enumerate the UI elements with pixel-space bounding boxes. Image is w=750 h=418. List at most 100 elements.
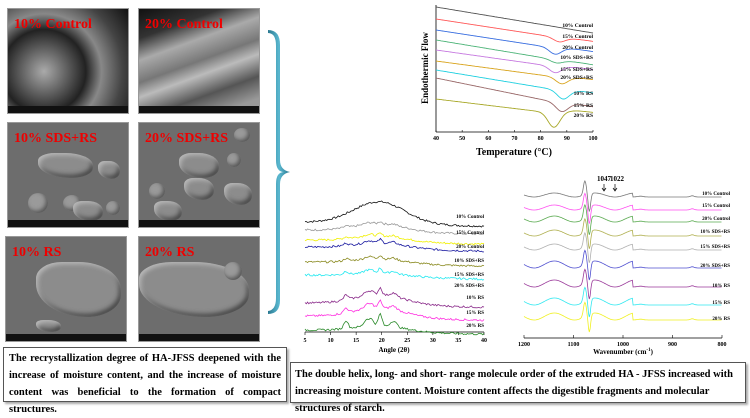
ftir-x-label: Wavenumber (cm-1) bbox=[593, 348, 654, 356]
dsc-legend-label: 15% Control bbox=[562, 34, 593, 40]
xrd-x-tick-label: 10 bbox=[328, 338, 334, 344]
ftir-annotation-1047: 1047 bbox=[597, 175, 612, 183]
ftir-legend-label: 10% Control bbox=[702, 192, 730, 197]
xrd-legend-label: 20% Control bbox=[456, 245, 484, 250]
xrd-curve bbox=[304, 286, 485, 309]
sem-image-10-sds-rs: 10% SDS+RS bbox=[7, 122, 129, 228]
dsc-x-tick-label: 60 bbox=[485, 136, 491, 142]
ftir-curve bbox=[523, 249, 722, 281]
ftir-legend-label: 10% SDS+RS bbox=[700, 230, 730, 235]
sem-label: 10% Control bbox=[14, 17, 92, 32]
dsc-y-label: Endothermic Flow bbox=[420, 32, 430, 104]
dsc-legend-label: 10% Control bbox=[562, 23, 593, 29]
xrd-x-tick-label: 40 bbox=[481, 338, 487, 344]
dsc-legend-label: 10% RS bbox=[574, 91, 593, 97]
xrd-x-label: Angle (2θ) bbox=[378, 346, 410, 354]
xrd-legend-label: 15% Control bbox=[456, 231, 484, 236]
ftir-curve bbox=[523, 268, 722, 300]
sem-image-10-rs: 10% RS bbox=[5, 236, 127, 342]
xrd-curve bbox=[304, 255, 485, 268]
sem-image-10-control: 10% Control bbox=[7, 8, 129, 114]
dsc-legend-label: 15% RS bbox=[574, 103, 593, 109]
dsc-curve bbox=[435, 77, 594, 113]
ftir-x-tick-label: 1100 bbox=[568, 342, 580, 348]
ftir-curve bbox=[523, 301, 722, 333]
sem-caption: The recrystallization degree of HA-JFSS … bbox=[3, 347, 287, 415]
sem-scale-bar bbox=[139, 106, 259, 113]
sem-label: 20% SDS+RS bbox=[145, 131, 229, 146]
dsc-chart: 40 50 60 70 80 90 100 10% Control 15% Control 20… bbox=[418, 0, 622, 165]
sem-scale-bar bbox=[8, 106, 128, 113]
dsc-legend-label: 20% RS bbox=[574, 113, 593, 119]
ftir-curve bbox=[523, 192, 722, 224]
dsc-x-label: Temperature (°C) bbox=[476, 147, 552, 158]
sem-image-20-sds-rs: 20% SDS+RS bbox=[138, 122, 260, 228]
ftir-legend-label: 15% SDS+RS bbox=[700, 245, 730, 250]
xrd-x-tick-label: 20 bbox=[379, 338, 385, 344]
dsc-curve bbox=[435, 29, 594, 55]
brace-icon bbox=[268, 30, 290, 314]
arrow-icon bbox=[601, 184, 618, 192]
sem-label: 10% RS bbox=[12, 245, 62, 260]
dsc-x-tick-label: 90 bbox=[564, 136, 570, 142]
ftir-curve bbox=[523, 203, 722, 235]
xrd-curve bbox=[304, 221, 484, 236]
dsc-x-tick-label: 80 bbox=[538, 136, 544, 142]
dsc-x-tick-label: 50 bbox=[459, 136, 465, 142]
ftir-legend-label: 20% RS bbox=[712, 317, 730, 322]
ftir-x-tick-label: 900 bbox=[668, 342, 677, 348]
ftir-legend-label: 20% Control bbox=[702, 217, 730, 222]
ftir-legend-label: 20% SDS+RS bbox=[700, 264, 730, 269]
dsc-legend-label: 20% Control bbox=[562, 45, 593, 51]
xrd-x-tick-label: 15 bbox=[353, 338, 359, 344]
ftir-curve bbox=[523, 217, 722, 249]
xrd-curve bbox=[304, 232, 485, 246]
xrd-curve bbox=[304, 299, 485, 322]
ftir-x-tick-label: 1000 bbox=[617, 342, 629, 348]
xrd-chart: 5 10 15 20 25 30 35 40 10% Control 15% Control 20… bbox=[304, 200, 487, 354]
xrd-legend-label: 10% SDS+RS bbox=[454, 259, 484, 264]
ftir-x-tick-label: 800 bbox=[718, 342, 727, 348]
ftir-legend-label: 10% RS bbox=[712, 284, 730, 289]
dsc-curve bbox=[435, 98, 594, 128]
dsc-curve bbox=[435, 60, 594, 85]
sem-scale-bar bbox=[139, 334, 259, 341]
ftir-annotation-1022: 1022 bbox=[610, 175, 625, 183]
dsc-legend-label: 15% SDS+RS bbox=[560, 67, 593, 73]
xrd-x-tick-label: 30 bbox=[430, 338, 436, 344]
dsc-x-tick-label: 70 bbox=[512, 136, 518, 142]
dsc-legend-label: 20% SDS+RS bbox=[560, 75, 593, 81]
dsc-curve bbox=[435, 6, 594, 34]
sem-image-20-rs: 20% RS bbox=[138, 236, 260, 342]
ftir-legend-label: 15% RS bbox=[712, 301, 730, 306]
xrd-curve bbox=[304, 200, 485, 228]
ftir-curve bbox=[523, 286, 722, 318]
sem-image-20-control: 20% Control bbox=[138, 8, 260, 114]
dsc-x-tick-label: 40 bbox=[433, 136, 439, 142]
figure-canvas: 40 50 60 70 80 90 100 10% Control 15% Control 20… bbox=[268, 0, 731, 356]
ftir-curve bbox=[523, 231, 722, 263]
dsc-curve bbox=[435, 18, 594, 43]
dsc-curve bbox=[435, 69, 594, 100]
dsc-curve bbox=[435, 39, 594, 66]
sem-label: 20% RS bbox=[145, 245, 195, 260]
xrd-x-tick-label: 5 bbox=[304, 338, 307, 344]
dsc-curve bbox=[435, 49, 594, 74]
xrd-legend-label: 10% Control bbox=[456, 215, 484, 220]
xrd-curve bbox=[304, 312, 485, 336]
xrd-curve bbox=[304, 267, 485, 281]
xrd-legend-label: 15% SDS+RS bbox=[454, 273, 484, 278]
ftir-legend-label: 15% Control bbox=[702, 204, 730, 209]
xrd-x-tick-label: 35 bbox=[455, 338, 461, 344]
sem-label: 20% Control bbox=[145, 17, 223, 32]
sem-scale-bar bbox=[139, 220, 259, 227]
xrd-legend-label: 10% RS bbox=[466, 296, 484, 301]
dsc-chart-frame bbox=[418, 0, 622, 165]
sem-scale-bar bbox=[6, 334, 126, 341]
xrd-curve bbox=[304, 237, 485, 253]
sem-label: 10% SDS+RS bbox=[14, 131, 98, 146]
dsc-legend-label: 10% SDS+RS bbox=[560, 55, 593, 61]
xrd-x-tick-label: 25 bbox=[404, 338, 410, 344]
ftir-chart: 1200 1100 1000 900 800 10% Control 15% Contro… bbox=[518, 175, 731, 356]
ftir-x-tick-label: 1200 bbox=[518, 342, 530, 348]
